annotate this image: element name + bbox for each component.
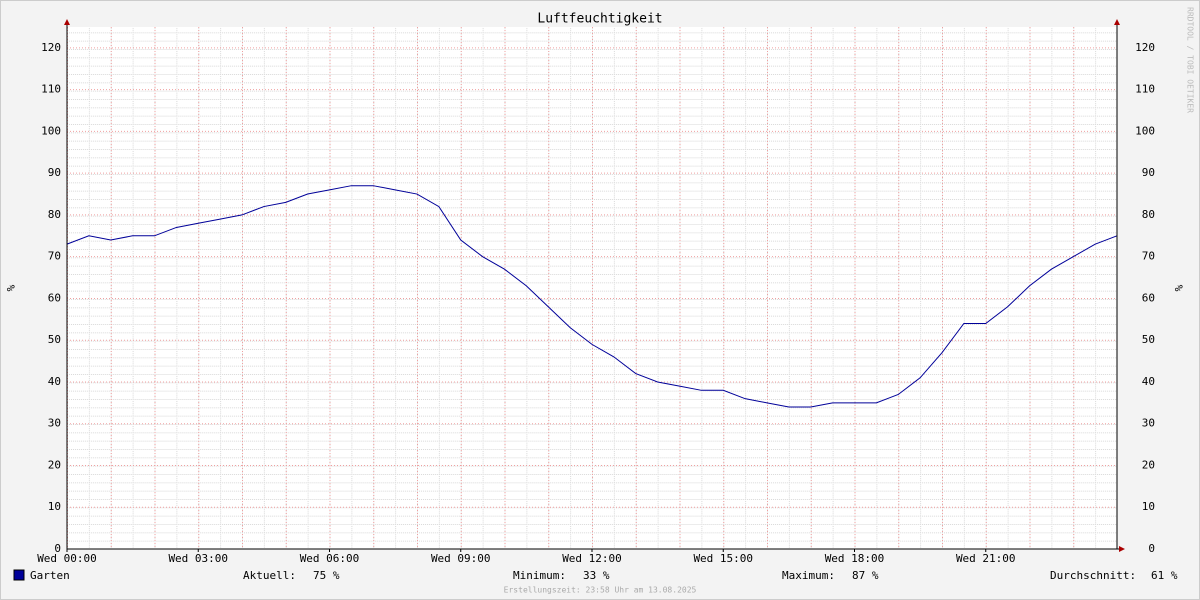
x-tick-label: Wed 00:00	[37, 552, 97, 565]
data-line	[66, 185, 1118, 408]
stat-value: 87 %	[852, 569, 879, 582]
x-tick-label: Wed 03:00	[168, 552, 228, 565]
stat-label: Durchschnitt:	[1050, 569, 1136, 582]
x-tick-label: Wed 09:00	[431, 552, 491, 565]
hour-grid	[67, 27, 1117, 549]
y-tick-label: 100	[41, 124, 61, 137]
x-tick-label: Wed 06:00	[300, 552, 360, 565]
y-tick-label: 20	[48, 458, 61, 471]
y-tick-label: 80	[48, 208, 61, 221]
y2-tick-label: 110	[1135, 83, 1155, 96]
stat-label: Maximum:	[782, 569, 835, 582]
y-tick-label: 120	[41, 41, 61, 54]
stat-label: Minimum:	[513, 569, 566, 582]
y-tick-label: 30	[48, 417, 61, 430]
y-tick-label: 60	[48, 291, 61, 304]
y2-tick-label: 100	[1135, 124, 1155, 137]
legend-label: Garten	[30, 569, 70, 582]
y2-tick-label: 20	[1142, 458, 1155, 471]
y2-tick-label: 10	[1142, 500, 1155, 513]
y-tick-label: 0	[54, 542, 61, 555]
stat-value: 61 %	[1151, 569, 1178, 582]
y2-tick-label: 80	[1142, 208, 1155, 221]
x-tick-label: Wed 21:00	[956, 552, 1016, 565]
y2-tick-label: 60	[1142, 291, 1155, 304]
y2-tick-label: 90	[1142, 166, 1155, 179]
y2-tick-label: 0	[1148, 542, 1155, 555]
y2-tick-label: 70	[1142, 250, 1155, 263]
y-tick-label: 70	[48, 250, 61, 263]
marks	[66, 185, 1118, 408]
grid	[67, 47, 1117, 550]
y2-tick-label: 50	[1142, 333, 1155, 346]
stat-label: Aktuell:	[243, 569, 296, 582]
y-tick-label: 110	[41, 83, 61, 96]
legend-swatch	[13, 569, 25, 581]
y2-tick-label: 120	[1135, 41, 1155, 54]
footer: Erstellungszeit: 23:58 Uhr am 13.08.2025	[504, 586, 697, 595]
x-tick-label: Wed 18:00	[825, 552, 885, 565]
stat-value: 33 %	[583, 569, 610, 582]
y2-tick-label: 30	[1142, 417, 1155, 430]
y2-tick-label: 40	[1142, 375, 1155, 388]
y2-axis-label: %	[1172, 285, 1185, 292]
chart-title: Luftfeuchtigkeit	[537, 12, 662, 27]
y-tick-label: 40	[48, 375, 61, 388]
y-tick-label: 90	[48, 166, 61, 179]
y-axis-label: %	[4, 285, 17, 292]
x-tick-label: Wed 12:00	[562, 552, 622, 565]
stat-value: 75 %	[313, 569, 340, 582]
x-tick-label: Wed 15:00	[693, 552, 753, 565]
y-tick-label: 50	[48, 333, 61, 346]
y-tick-label: 10	[48, 500, 61, 513]
watermark: RRDTOOL / TOBI OETIKER	[1186, 7, 1195, 113]
